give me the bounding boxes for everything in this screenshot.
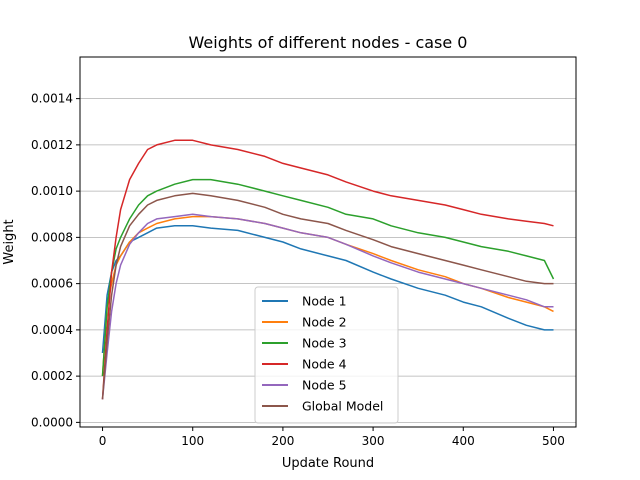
- series-line-node-5: [101, 213, 554, 400]
- x-axis-label: Update Round: [282, 456, 374, 471]
- x-tick-label: 500: [542, 434, 565, 448]
- x-tick-label: 300: [362, 434, 385, 448]
- series-line-node-4: [101, 139, 554, 400]
- x-tick-label: 400: [452, 434, 475, 448]
- plot-frame: [79, 56, 577, 428]
- legend-label-global-model: Global Model: [302, 399, 383, 414]
- y-tick-label: 0.0004: [31, 323, 73, 337]
- legend: Node 1 Node 2 Node 3 Node 4 Node 5 Global Mod…: [254, 286, 399, 424]
- legend-box: [254, 286, 399, 424]
- series-line-node-3: [101, 178, 555, 377]
- legend-label-node-3: Node 3: [302, 336, 347, 351]
- y-tick-label: 0.0002: [31, 369, 73, 383]
- y-axis-ticks: 0.0000 0.0002 0.0004 0.0006 0.0008 0.0010 0.00…: [31, 92, 80, 429]
- y-tick-label: 0.0014: [31, 92, 73, 106]
- x-tick-label: 200: [271, 434, 294, 448]
- x-tick-label: 100: [181, 434, 204, 448]
- legend-label-node-1: Node 1: [302, 294, 347, 309]
- chart-title: Weights of different nodes - case 0: [189, 33, 468, 52]
- x-axis-ticks: 0 100 200 300 400 500: [99, 427, 565, 448]
- y-tick-label: 0.0010: [31, 184, 73, 198]
- y-tick-label: 0.0006: [31, 277, 73, 291]
- legend-label-node-5: Node 5: [302, 378, 347, 393]
- legend-label-node-2: Node 2: [302, 315, 347, 330]
- y-axis-label: Weight: [2, 219, 17, 264]
- legend-label-node-4: Node 4: [302, 357, 347, 372]
- series-lines: [101, 139, 555, 400]
- y-tick-label: 0.0000: [31, 415, 73, 429]
- y-tick-label: 0.0008: [31, 230, 73, 244]
- y-tick-label: 0.0012: [31, 138, 73, 152]
- series-line-global-model: [101, 192, 554, 400]
- x-tick-label: 0: [99, 434, 107, 448]
